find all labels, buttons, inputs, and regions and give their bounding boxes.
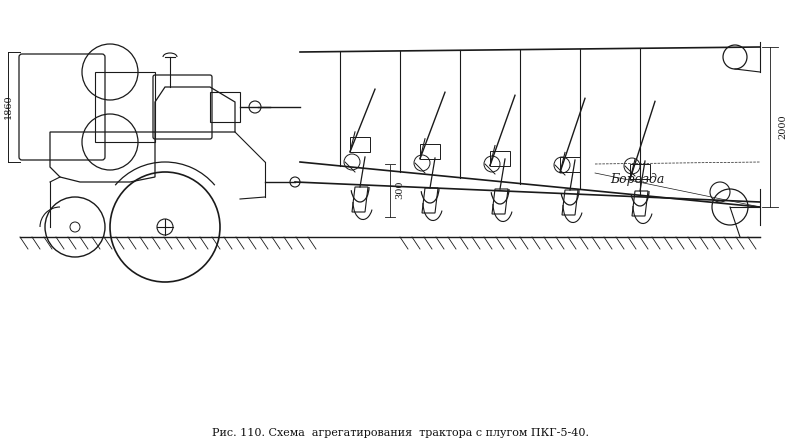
Text: Борозда: Борозда [610,173,664,186]
Bar [630,164,650,179]
Text: Рис. 110. Схема  агрегатирования  трактора с плугом ПКГ-5-40.: Рис. 110. Схема агрегатирования трактора… [211,428,589,438]
Bar [210,92,240,122]
Bar [420,144,440,159]
Text: 300: 300 [395,181,404,199]
Text: 1860: 1860 [3,95,13,119]
Bar [490,151,510,165]
Bar [350,137,370,152]
Text: 2000: 2000 [778,115,787,139]
Bar [560,157,580,173]
Bar [95,72,155,142]
